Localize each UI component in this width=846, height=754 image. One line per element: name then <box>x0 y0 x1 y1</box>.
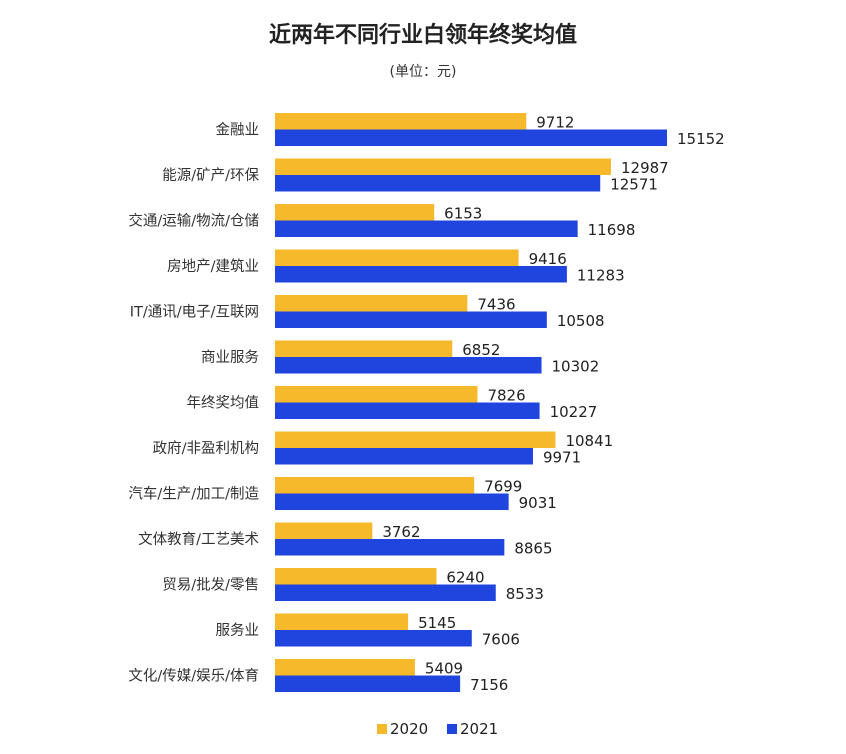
category-label: 文化/传媒/娱乐/体育 <box>128 668 259 685</box>
category-label: 房地产/建筑业 <box>167 258 259 275</box>
value-label-2020: 9416 <box>529 250 567 268</box>
value-label-2020: 6852 <box>462 341 500 359</box>
legend-swatch-2021 <box>447 724 457 734</box>
value-label-2021: 7156 <box>470 676 508 694</box>
value-label-2020: 6153 <box>444 205 482 223</box>
category-label: 服务业 <box>216 622 260 639</box>
value-label-2020: 7699 <box>484 478 522 496</box>
bar-2021 <box>275 584 496 601</box>
value-label-2020: 7826 <box>487 387 525 405</box>
value-label-2020: 12987 <box>621 159 669 177</box>
bar-2021 <box>275 675 461 692</box>
category-label: 贸易/批发/零售 <box>162 577 259 594</box>
bar-2021 <box>275 539 505 556</box>
category-label: 金融业 <box>216 122 260 139</box>
bar-2020 <box>275 659 415 676</box>
value-label-2021: 9031 <box>519 494 557 512</box>
value-label-2020: 6240 <box>446 569 484 587</box>
chart-title: 近两年不同行业白领年终奖均值 <box>269 22 577 48</box>
legend-label-2020: 2020 <box>390 720 428 738</box>
category-label: 政府/非盈利机构 <box>153 440 259 457</box>
value-label-2020: 9712 <box>536 114 574 132</box>
bar-2021 <box>275 129 667 146</box>
value-label-2021: 9971 <box>543 449 581 467</box>
bar-2020 <box>275 477 475 494</box>
value-label-2020: 10841 <box>565 432 613 450</box>
category-label: 商业服务 <box>201 349 259 366</box>
value-label-2021: 12571 <box>610 176 658 194</box>
bar-2021 <box>275 220 578 237</box>
bar-2021 <box>275 357 542 374</box>
bar-2020 <box>275 158 611 175</box>
category-label: IT/通讯/电子/互联网 <box>130 304 259 321</box>
value-label-2021: 11283 <box>577 267 625 285</box>
chart-subtitle: (单位：元) <box>390 64 457 80</box>
bar-2021 <box>275 175 601 192</box>
bar-2021 <box>275 402 540 419</box>
value-label-2021: 8533 <box>506 585 544 603</box>
value-label-2021: 8865 <box>514 540 552 558</box>
category-label: 年终奖均值 <box>187 395 260 412</box>
category-label: 能源/矿产/环保 <box>162 167 259 184</box>
bar-2020 <box>275 613 409 630</box>
legend: 2020 2021 <box>377 720 498 738</box>
bar-2021 <box>275 448 533 465</box>
bar-2020 <box>275 113 527 130</box>
value-label-2021: 10508 <box>557 312 605 330</box>
value-label-2021: 10227 <box>550 403 598 421</box>
value-label-2020: 3762 <box>382 523 420 541</box>
category-label: 文体教育/工艺美术 <box>138 531 259 548</box>
value-label-2021: 7606 <box>482 631 520 649</box>
value-label-2020: 7436 <box>477 296 515 314</box>
value-label-2021: 11698 <box>588 221 636 239</box>
value-label-2021: 10302 <box>552 358 600 376</box>
legend-label-2021: 2021 <box>460 720 498 738</box>
value-label-2020: 5145 <box>418 614 456 632</box>
value-label-2020: 5409 <box>425 660 463 678</box>
bar-2020 <box>275 568 437 585</box>
bar-2020 <box>275 204 435 221</box>
bar-2020 <box>275 340 453 357</box>
bar-2020 <box>275 522 373 539</box>
bar-2020 <box>275 295 468 312</box>
category-label: 汽车/生产/加工/制造 <box>128 486 259 503</box>
bar-2021 <box>275 630 472 647</box>
bar-2021 <box>275 493 509 510</box>
bar-2020 <box>275 249 519 266</box>
bar-2020 <box>275 431 556 448</box>
bar-2020 <box>275 386 478 403</box>
value-label-2021: 15152 <box>677 130 725 148</box>
category-label: 交通/运输/物流/仓储 <box>128 212 259 230</box>
bar-2021 <box>275 266 567 283</box>
legend-swatch-2020 <box>377 724 387 734</box>
bar-2021 <box>275 311 547 328</box>
